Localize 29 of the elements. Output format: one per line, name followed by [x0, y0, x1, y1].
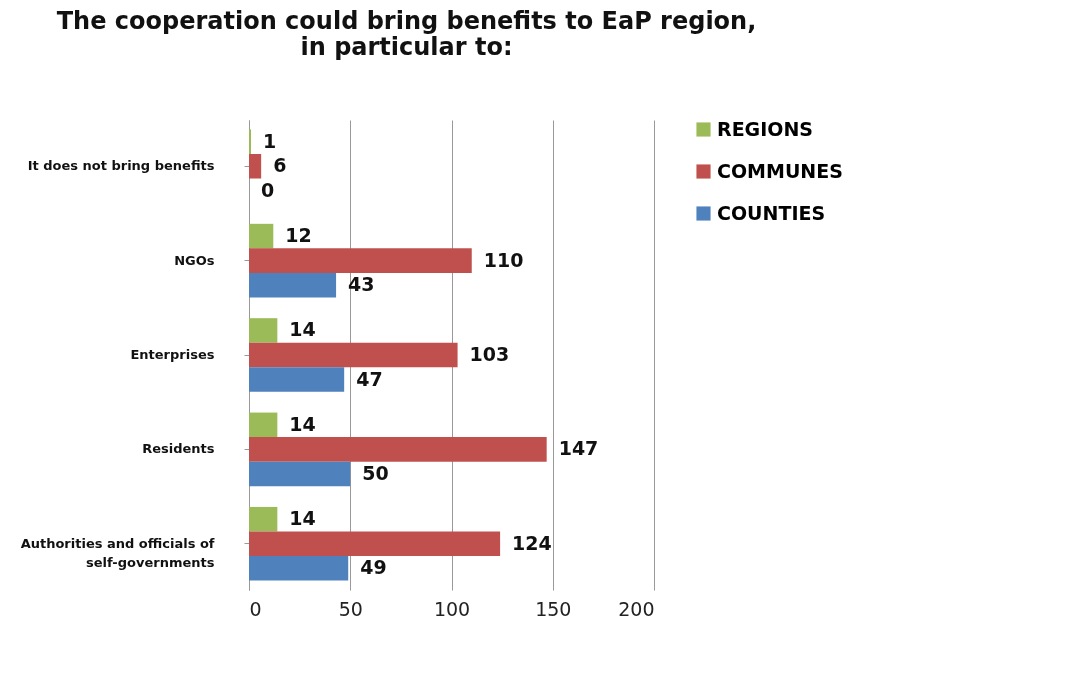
data-label: 14: [289, 412, 316, 435]
y-tick-label: Residents: [142, 441, 215, 457]
legend-label: COUNTIES: [717, 201, 826, 224]
data-label: 12: [285, 224, 312, 247]
x-tick-label: 200: [618, 597, 655, 620]
x-tick-label: 0: [249, 597, 262, 620]
data-label: 0: [261, 178, 275, 201]
x-tick-label: 50: [338, 597, 363, 620]
y-tick-label: NGOs: [174, 252, 215, 268]
legend-label: REGIONS: [717, 117, 814, 140]
data-label: 110: [483, 248, 524, 271]
y-tick-label: Authorities and officials of self-governments: [20, 535, 215, 570]
data-label: 49: [360, 556, 387, 579]
data-label: 103: [469, 343, 510, 365]
chart-title: The cooperation could bring benefits to EaP region, in particular to:: [56, 7, 757, 61]
data-label: 14: [289, 318, 316, 341]
data-label: 43: [348, 273, 375, 296]
data-label: 14: [289, 507, 316, 530]
y-tick-label: Enterprises: [130, 347, 215, 362]
data-label: 47: [356, 367, 383, 390]
data-label: 6: [273, 154, 287, 177]
y-tick-label: It does not bring benefits: [27, 158, 215, 174]
data-label: 1: [263, 129, 277, 152]
legend-label: COMMUNES: [717, 159, 843, 182]
data-label: 124: [512, 531, 552, 554]
data-label: 50: [362, 461, 389, 484]
x-tick-label: 150: [535, 597, 572, 620]
data-label: 147: [558, 437, 599, 460]
x-tick-label: 100: [433, 597, 471, 620]
